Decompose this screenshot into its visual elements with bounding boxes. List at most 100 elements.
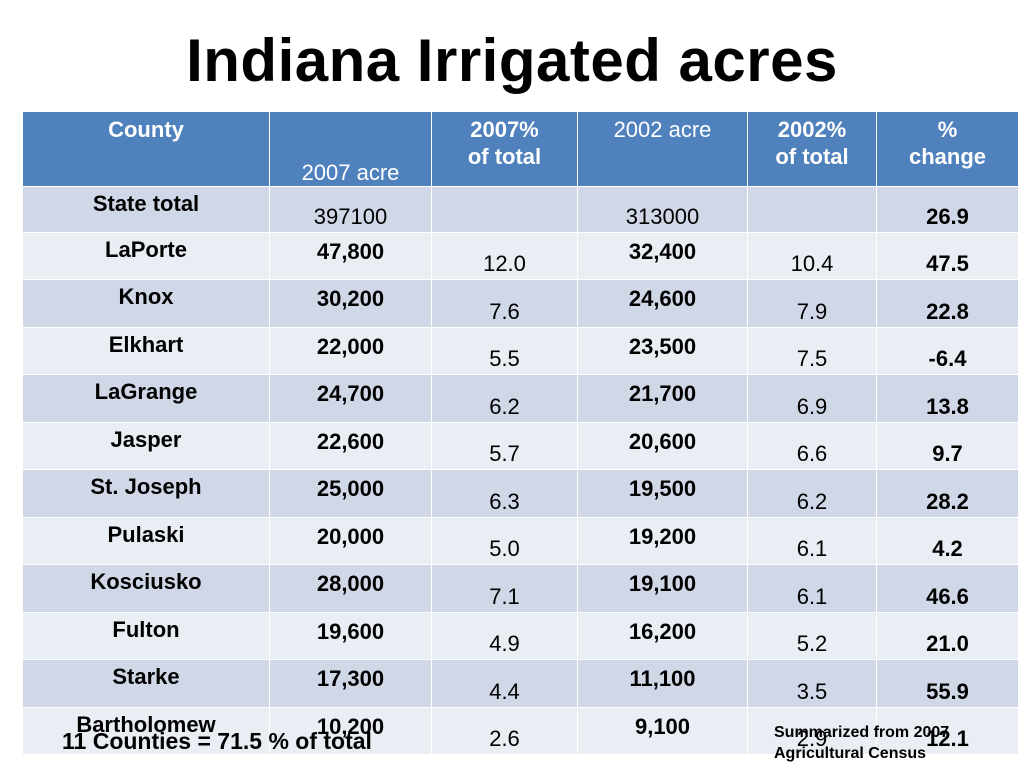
table-row: Fulton 19,600 4.9 16,200 5.2 21.0: [22, 611, 1019, 660]
cell-2002-acre: 19,500: [577, 469, 748, 518]
cell-2007-pct: 7.6: [431, 279, 578, 328]
header-2002-pct-line2: of total: [775, 144, 849, 169]
cell-2002-pct: 2.9: [747, 706, 877, 755]
header-county-label: County: [108, 117, 184, 142]
cell-2002-acre: 21,700: [577, 374, 748, 423]
header-2007-acre-label: 2007 acre: [301, 160, 400, 185]
cell-county: Starke: [22, 659, 270, 708]
cell-2002-acre: 9,100: [577, 706, 748, 755]
cell-county: LaPorte: [22, 231, 270, 280]
cell-county: St. Joseph: [22, 469, 270, 518]
cell-2002-acre: 19,200: [577, 516, 748, 565]
cell-2002-pct: 6.6: [747, 421, 877, 470]
table-row: St. Joseph 25,000 6.3 19,500 6.2 28.2: [22, 469, 1019, 518]
cell-2002-acre: 16,200: [577, 611, 748, 660]
cell-2007-pct: 7.1: [431, 564, 578, 613]
header-change: % change: [876, 111, 1019, 187]
cell-change: 47.5: [876, 231, 1019, 280]
cell-county: LaGrange: [22, 374, 270, 423]
table-row: Elkhart 22,000 5.5 23,500 7.5 -6.4: [22, 326, 1019, 375]
cell-2007-acre: 47,800: [269, 231, 432, 280]
cell-2007-pct: 5.5: [431, 326, 578, 375]
cell-2002-acre: 313000: [577, 186, 748, 233]
cell-change: 46.6: [876, 564, 1019, 613]
table-row: Pulaski 20,000 5.0 19,200 6.1 4.2: [22, 516, 1019, 565]
cell-change: 12.1: [876, 706, 1019, 755]
cell-2002-acre: 24,600: [577, 279, 748, 328]
table-row: Jasper 22,600 5.7 20,600 6.6 9.7: [22, 421, 1019, 470]
cell-2002-pct: 10.4: [747, 231, 877, 280]
table-row: Kosciusko 28,000 7.1 19,100 6.1 46.6: [22, 564, 1019, 613]
source-line-1: Summarized from 2007: [774, 724, 950, 741]
cell-2002-acre: 19,100: [577, 564, 748, 613]
cell-2002-acre: 11,100: [577, 659, 748, 708]
cell-2007-acre: 30,200: [269, 279, 432, 328]
cell-change: 9.7: [876, 421, 1019, 470]
header-2002-acre: 2002 acre: [577, 111, 748, 187]
cell-change: 26.9: [876, 186, 1019, 233]
cell-2007-pct: 4.4: [431, 659, 578, 708]
cell-county: State total: [22, 186, 270, 233]
cell-2007-acre: 22,000: [269, 326, 432, 375]
table-header-row: County 2007 acre 2007% of total 2002 acre…: [22, 111, 1019, 187]
slide-title: Indiana Irrigated acres: [186, 27, 838, 94]
cell-county: Jasper: [22, 421, 270, 470]
cell-2007-pct: 5.7: [431, 421, 578, 470]
cell-change: 4.2: [876, 516, 1019, 565]
cell-2007-pct: 5.0: [431, 516, 578, 565]
cell-2007-acre: 28,000: [269, 564, 432, 613]
cell-2002-pct: 7.5: [747, 326, 877, 375]
header-2002-acre-label: 2002 acre: [613, 117, 712, 142]
cell-2007-pct: 6.3: [431, 469, 578, 518]
source-note: Summarized from 2007 Agricultural Census: [774, 722, 949, 764]
cell-2007-acre: 25,000: [269, 469, 432, 518]
cell-change: 22.8: [876, 279, 1019, 328]
header-2002-pct-line1: 2002%: [777, 117, 847, 142]
cell-change: -6.4: [876, 326, 1019, 375]
cell-2007-pct: [431, 186, 578, 233]
cell-2002-pct: 3.5: [747, 659, 877, 708]
cell-change: 28.2: [876, 469, 1019, 518]
cell-2007-acre: 17,300: [269, 659, 432, 708]
cell-county: Fulton: [22, 611, 270, 660]
header-county: County: [22, 111, 270, 187]
table-row: LaGrange 24,700 6.2 21,700 6.9 13.8: [22, 374, 1019, 423]
cell-2002-acre: 32,400: [577, 231, 748, 280]
cell-change: 55.9: [876, 659, 1019, 708]
cell-county: Bartholomew: [22, 706, 270, 755]
table-row-state-total: State total 397100 313000 26.9: [22, 186, 1019, 233]
cell-2002-pct: 6.9: [747, 374, 877, 423]
cell-2002-pct: 6.1: [747, 564, 877, 613]
header-2007-pct: 2007% of total: [431, 111, 578, 187]
table-row: LaPorte 47,800 12.0 32,400 10.4 47.5: [22, 231, 1019, 280]
cell-2007-pct: 12.0: [431, 231, 578, 280]
header-change-line1: %: [937, 117, 958, 142]
cell-2002-pct: 6.2: [747, 469, 877, 518]
header-2007-acre: 2007 acre: [269, 111, 432, 187]
cell-2002-pct: 5.2: [747, 611, 877, 660]
cell-county: Pulaski: [22, 516, 270, 565]
cell-2002-pct: 7.9: [747, 279, 877, 328]
table-row: Knox 30,200 7.6 24,600 7.9 22.8: [22, 279, 1019, 328]
cell-county: Knox: [22, 279, 270, 328]
cell-change: 21.0: [876, 611, 1019, 660]
cell-county: Kosciusko: [22, 564, 270, 613]
cell-2002-pct: 6.1: [747, 516, 877, 565]
header-2007-pct-line1: 2007%: [470, 117, 539, 142]
cell-2007-pct: 6.2: [431, 374, 578, 423]
cell-change: 13.8: [876, 374, 1019, 423]
cell-2007-acre: 24,700: [269, 374, 432, 423]
cell-2002-pct: [747, 186, 877, 233]
counties-summary: 11 Counties = 71.5 % of total: [62, 728, 372, 754]
source-line-2: Agricultural Census: [774, 745, 927, 762]
cell-2007-acre: 22,600: [269, 421, 432, 470]
header-2007-pct-line2: of total: [467, 144, 542, 169]
cell-2007-pct: 4.9: [431, 611, 578, 660]
cell-2002-acre: 23,500: [577, 326, 748, 375]
table-row: Bartholomew 10,200 2.6 9,100 2.9 12.1: [22, 706, 1019, 755]
cell-2007-acre: 19,600: [269, 611, 432, 660]
cell-2007-acre: 397100: [269, 186, 432, 233]
header-2002-pct: 2002% of total: [747, 111, 877, 187]
cell-county: Elkhart: [22, 326, 270, 375]
